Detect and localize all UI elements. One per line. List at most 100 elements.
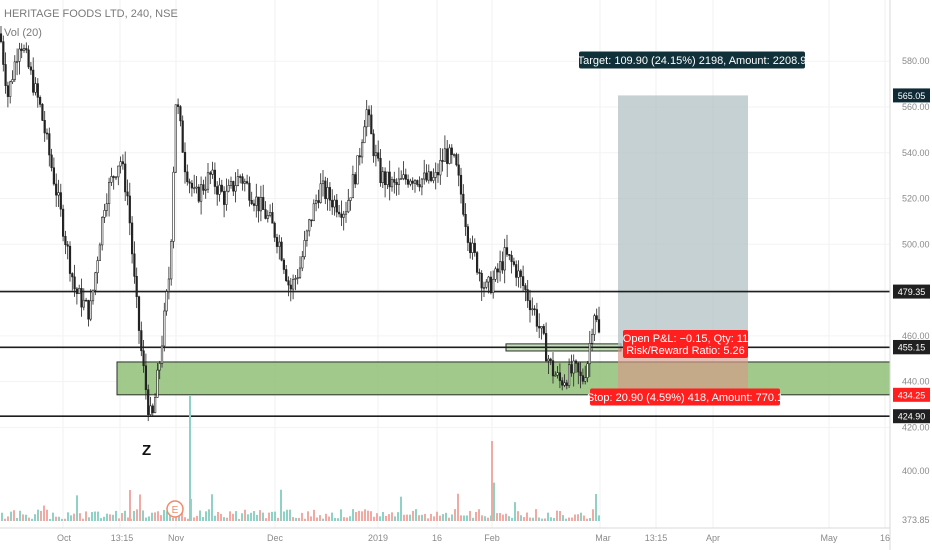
position-labels[interactable]: Target: 109.90 (24.15%) 2198, Amount: 22… [578, 51, 807, 406]
candle [89, 289, 92, 322]
volume-bar [244, 509, 246, 521]
candle-body [71, 273, 74, 278]
candle-body [61, 208, 65, 237]
candle-body [427, 171, 430, 181]
volume-bar [172, 517, 174, 521]
candle-body [188, 181, 191, 184]
candle [195, 176, 198, 194]
candle-body [395, 182, 398, 185]
volume-bar [463, 515, 465, 521]
candle [448, 144, 451, 165]
candle-body [170, 241, 173, 280]
candle [234, 172, 237, 203]
volume-bar [259, 510, 261, 521]
candle-body [455, 154, 458, 166]
candle [259, 185, 263, 222]
candle [117, 165, 120, 186]
volume-bar [343, 517, 345, 521]
candle-body [13, 61, 16, 80]
candle-body [255, 196, 258, 206]
volume-bar [520, 515, 522, 521]
stop-label[interactable]: Stop: 20.90 (4.59%) 418, Amount: 770.1 [587, 388, 783, 406]
candle [232, 180, 235, 196]
volume-bar [508, 516, 510, 521]
volume-bar [460, 515, 462, 521]
candle-body [390, 179, 394, 188]
candle [328, 182, 332, 212]
volume-bar [310, 516, 312, 521]
volume-bar [76, 495, 78, 521]
candle [257, 196, 260, 223]
time-tick-label: Dec [267, 533, 284, 543]
volume-bar [118, 518, 120, 521]
target-label[interactable]: Target: 109.90 (24.15%) 2198, Amount: 22… [578, 51, 807, 69]
candle [335, 193, 338, 218]
candle [584, 365, 587, 385]
event-marker[interactable]: E [166, 500, 184, 518]
candle-body [459, 174, 463, 195]
candle-body [298, 267, 302, 278]
candle-body [57, 192, 60, 196]
candle [41, 103, 44, 122]
volume-bar [511, 517, 513, 521]
volume-bar [22, 514, 24, 521]
volume-bar [448, 517, 450, 521]
candle-body [275, 237, 279, 247]
candle [561, 377, 564, 391]
candle-body [131, 222, 134, 255]
event-marker-circle [166, 500, 184, 518]
candle-body [172, 171, 175, 242]
candle-body [94, 272, 97, 291]
candle [158, 360, 161, 380]
volume-bar [193, 517, 195, 521]
volume-bar [220, 513, 222, 521]
candle [489, 271, 493, 295]
candle-body [85, 299, 88, 302]
volume-bar [376, 513, 378, 521]
candle-body [112, 176, 115, 178]
candle-body [4, 64, 7, 86]
volume-bar [352, 509, 354, 521]
candle-body [2, 41, 5, 65]
candle-body [321, 180, 325, 185]
candle-body [393, 179, 396, 183]
candle-body [250, 199, 253, 205]
candle-body [540, 326, 543, 329]
candle-body [360, 142, 364, 158]
candle-body [216, 186, 219, 195]
candle [420, 177, 424, 196]
volume-bar [313, 509, 315, 521]
price-label-text: 455.15 [898, 342, 926, 352]
candle [413, 179, 417, 193]
candle-body [289, 284, 292, 290]
volume-bar [346, 517, 348, 521]
volume-bar [547, 512, 549, 521]
price-label: 424.90 [893, 409, 930, 424]
volume-bar [157, 511, 159, 521]
candle-body [160, 345, 164, 364]
candle-body [287, 280, 290, 286]
candle [172, 166, 175, 249]
candle-body [349, 197, 352, 201]
candle-body [561, 380, 564, 386]
price-tick-label: 500.00 [902, 239, 930, 249]
candle [105, 193, 108, 217]
volume-tick-label: 400.00 [902, 466, 930, 476]
volume-bar [382, 511, 384, 521]
candle-body [556, 372, 559, 376]
candle-body [340, 213, 343, 218]
volume-bar [499, 513, 501, 521]
candle [565, 379, 568, 390]
candle-body [105, 203, 108, 211]
candle [446, 140, 449, 178]
candle [101, 216, 104, 251]
volume-bar [400, 496, 402, 521]
candle [487, 275, 490, 294]
candle [59, 183, 62, 217]
volume-bar [424, 513, 426, 521]
target-area[interactable] [618, 95, 748, 347]
candle [103, 203, 106, 224]
candle [429, 170, 433, 183]
